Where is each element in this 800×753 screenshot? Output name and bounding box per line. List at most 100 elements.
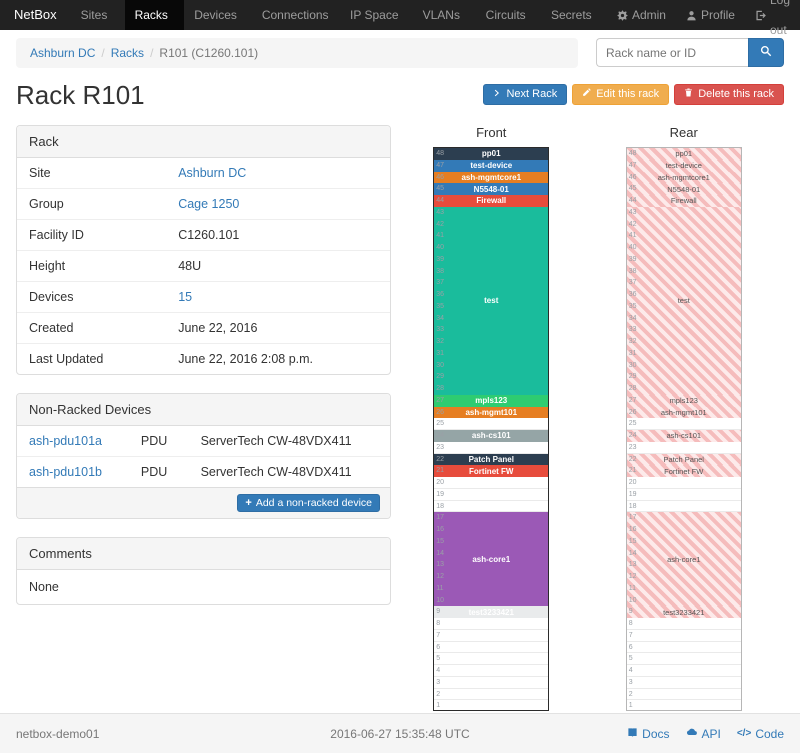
front-device-pp01[interactable]: pp01 [434, 148, 549, 160]
device-label: Patch Panel [663, 454, 704, 464]
front-device-test[interactable]: test [434, 206, 549, 395]
device-label: ash-mgmt101 [660, 407, 707, 417]
non-racked-row: ash-pdu101a PDU ServerTech CW-48VDX411 [17, 426, 390, 457]
nav-item-connections[interactable]: Connections [252, 0, 340, 48]
device-label: ash-mgmtcore1 [657, 172, 710, 182]
rear-device-ash-mgmtcore1[interactable]: ash-mgmtcore1 [626, 171, 741, 184]
attr-value: June 22, 2016 2:08 p.m. [166, 343, 390, 374]
attr-value: June 22, 2016 [166, 312, 390, 344]
rack-info-row-devices: Devices 15 [17, 281, 390, 313]
front-device-ash-mgmtcore1[interactable]: ash-mgmtcore1 [434, 171, 549, 184]
logout-link[interactable]: Log out [745, 0, 800, 37]
delete-rack-button[interactable]: Delete this rack [674, 84, 784, 105]
front-device-test3233421[interactable]: test3233421 [434, 606, 549, 618]
add-non-racked-device-button[interactable]: + Add a non-racked device [237, 494, 380, 512]
next-rack-button[interactable]: Next Rack [483, 84, 568, 105]
user-icon [686, 10, 697, 21]
rack-slot-u7 [434, 630, 549, 642]
attr-value-link[interactable]: Cage 1250 [178, 197, 240, 211]
front-device-ash-mgmt101[interactable]: ash-mgmt101 [434, 406, 549, 419]
attr-value: C1260.101 [166, 219, 390, 251]
comments-body: None [29, 580, 59, 594]
front-device-n5548-01[interactable]: N5548-01 [434, 183, 549, 195]
device-label: pp01 [675, 149, 693, 159]
rack-info-panel: Rack Site Ashburn DC Group Cage 1250 Facilit… [16, 125, 391, 375]
brand-logo[interactable]: NetBox [14, 7, 57, 22]
rear-device-ash-core1[interactable]: ash-core1 [626, 512, 741, 607]
nav-item-label: IP Space [350, 8, 399, 22]
nav-item-label: Racks [134, 8, 168, 22]
front-device-mpls123[interactable]: mpls123 [434, 394, 549, 407]
attr-value-link[interactable]: Ashburn DC [178, 166, 247, 180]
rear-device-test3233421[interactable]: test3233421 [626, 606, 741, 618]
front-device-test-device[interactable]: test-device [434, 159, 549, 172]
page-header: Next Rack Edit this rack Delete this rac… [16, 80, 784, 111]
page-title: Rack R101 [16, 80, 145, 110]
rack-info-row-last-updated: Last Updated June 22, 2016 2:08 p.m. [17, 343, 390, 374]
docs-link[interactable]: Docs [627, 726, 670, 741]
breadcrumb-separator: / [101, 46, 105, 60]
rear-device-n5548-01[interactable]: N5548-01 [626, 183, 741, 195]
rear-device-ash-mgmt101[interactable]: ash-mgmt101 [626, 406, 741, 419]
device-label: ash-cs101 [471, 431, 511, 441]
api-link[interactable]: API [686, 726, 721, 741]
front-device-fortinet-fw[interactable]: Fortinet FW [434, 465, 549, 477]
rear-device-firewall[interactable]: Firewall [626, 195, 741, 207]
device-label: Fortinet FW [664, 466, 704, 476]
search-input[interactable] [596, 38, 748, 67]
nav-item-ip-space[interactable]: IP Space [340, 0, 413, 48]
rack-slot-u18 [626, 501, 741, 513]
code-link[interactable]: </> Code [737, 726, 784, 741]
comments-title: Comments [17, 538, 390, 570]
nav-item-secrets[interactable]: Secrets [541, 0, 607, 48]
attr-value-link[interactable]: 15 [178, 290, 193, 304]
rack-slot-u23 [434, 442, 549, 454]
breadcrumb-item-ashburn-dc[interactable]: Ashburn DC [30, 46, 96, 60]
nav-item-vlans[interactable]: VLANs [413, 0, 476, 48]
device-label: test [677, 296, 690, 306]
footer-hostname: netbox-demo01 [16, 726, 100, 741]
rear-device-ash-cs101[interactable]: ash-cs101 [626, 430, 741, 442]
breadcrumb: Ashburn DC / Racks / R101 (C1260.101) [16, 38, 578, 68]
rear-device-patch-panel[interactable]: Patch Panel [626, 453, 741, 466]
rack-info-row-site: Site Ashburn DC [17, 158, 390, 189]
rear-device-test-device[interactable]: test-device [626, 159, 741, 172]
admin-link[interactable]: Admin [607, 0, 676, 30]
logout-label: Log out [769, 0, 790, 37]
rear-device-pp01[interactable]: pp01 [626, 148, 741, 160]
nav-item-devices[interactable]: Devices [184, 0, 252, 48]
rack-slot-u6 [626, 642, 741, 654]
attr-label: Height [17, 250, 167, 282]
device-link-ash-pdu101b[interactable]: ash-pdu101b [29, 465, 102, 479]
device-label: mpls123 [475, 396, 508, 406]
gear-icon [616, 9, 628, 21]
rack-slot-u3 [434, 677, 549, 689]
front-device-patch-panel[interactable]: Patch Panel [434, 453, 549, 466]
front-device-ash-core1[interactable]: ash-core1 [434, 512, 549, 607]
rack-slot-u20 [626, 477, 741, 489]
nav-item-label: Connections [261, 8, 329, 22]
attr-value: Ashburn DC [166, 158, 390, 189]
front-device-firewall[interactable]: Firewall [434, 195, 549, 207]
device-type-cell: ServerTech CW-48VDX411 [200, 434, 352, 448]
attr-value: 48U [166, 250, 390, 282]
edit-rack-button[interactable]: Edit this rack [572, 84, 670, 105]
profile-link[interactable]: Profile [676, 0, 745, 30]
nav-item-circuits[interactable]: Circuits [476, 0, 541, 48]
next-rack-label: Next Rack [506, 88, 558, 100]
rear-device-mpls123[interactable]: mpls123 [626, 394, 741, 407]
breadcrumb-item-racks[interactable]: Racks [110, 46, 145, 60]
front-device-ash-cs101[interactable]: ash-cs101 [434, 430, 549, 442]
left-column: Rack Site Ashburn DC Group Cage 1250 Facilit… [16, 125, 391, 623]
device-label: ash-core1 [472, 554, 511, 564]
search-button[interactable] [748, 38, 784, 67]
nav-item-racks[interactable]: Racks [124, 0, 185, 48]
device-label: mpls123 [669, 396, 698, 406]
rack-slot-u7 [626, 630, 741, 642]
rear-device-fortinet-fw[interactable]: Fortinet FW [626, 465, 741, 477]
device-link-ash-pdu101a[interactable]: ash-pdu101a [29, 434, 102, 448]
rack-info-row-group: Group Cage 1250 [17, 188, 390, 220]
nav-item-sites[interactable]: Sites [71, 0, 125, 48]
device-label: test3233421 [663, 607, 705, 617]
rear-device-test[interactable]: test [626, 206, 741, 395]
